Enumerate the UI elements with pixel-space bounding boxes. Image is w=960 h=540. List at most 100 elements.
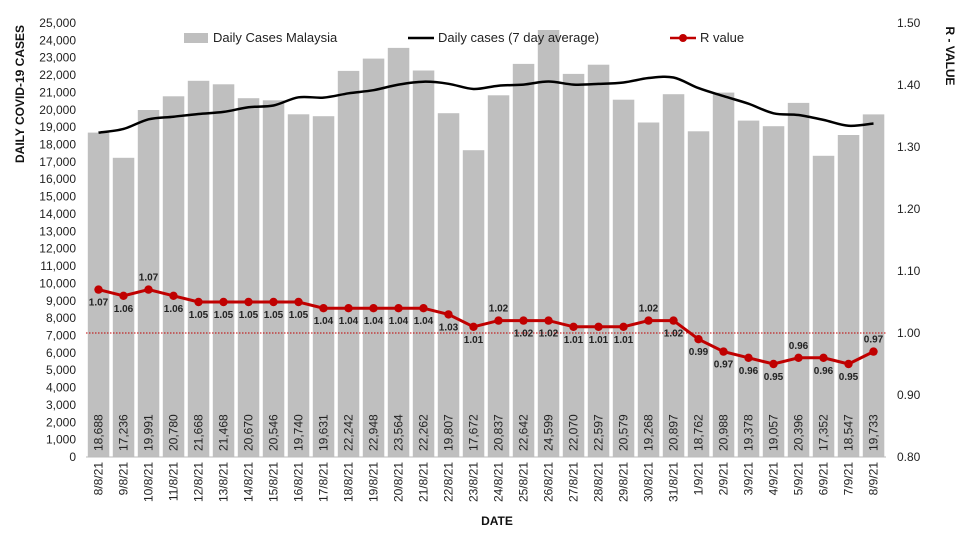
y-tick-label: 18,000	[39, 138, 76, 152]
bar-value-label: 21,668	[192, 414, 206, 451]
r-value-point	[494, 316, 503, 325]
y-tick-label: 21,000	[39, 85, 76, 99]
legend-swatch-bars	[184, 33, 208, 43]
bar-value-label: 20,988	[717, 414, 731, 451]
r-value-point	[144, 285, 153, 294]
bar-value-label: 20,670	[242, 414, 256, 451]
x-tick-label: 2/9/21	[717, 462, 731, 496]
bar-value-label: 22,242	[342, 414, 356, 451]
y2-axis-title: R - VALUE	[943, 26, 957, 85]
r-value-label: 0.97	[864, 335, 884, 346]
bar-value-label: 20,546	[267, 414, 281, 451]
r-value-label: 0.95	[839, 372, 859, 383]
bar	[162, 96, 185, 458]
bar	[337, 70, 360, 458]
r-value-point	[394, 304, 403, 313]
r-value-point	[844, 359, 853, 369]
r-value-point	[719, 347, 728, 356]
y-tick-label: 10,000	[39, 276, 76, 290]
r-value-label: 0.96	[739, 366, 759, 377]
bar-value-label: 22,262	[417, 414, 431, 451]
r-value-point	[619, 322, 628, 331]
bar-value-label: 17,672	[467, 414, 481, 451]
bar	[862, 114, 885, 458]
bar-value-label: 20,897	[667, 414, 681, 451]
x-tick-label: 10/8/21	[142, 462, 156, 502]
r-value-label: 1.04	[389, 316, 409, 327]
bar	[662, 94, 685, 457]
r-value-label: 1.05	[264, 310, 284, 321]
legend-label-bars: Daily Cases Malaysia	[213, 30, 338, 45]
r-value-point	[594, 322, 603, 331]
bar-value-label: 19,740	[292, 414, 306, 451]
x-tick-label: 24/8/21	[492, 462, 506, 502]
r-value-label: 0.95	[764, 372, 784, 383]
r-value-label: 1.07	[89, 298, 109, 309]
bar	[212, 84, 235, 458]
y-tick-label: 24,000	[39, 33, 76, 47]
x-tick-label: 31/8/21	[667, 462, 681, 502]
y-tick-label: 23,000	[39, 51, 76, 65]
y-tick-label: 7,000	[46, 329, 76, 343]
r-value-label: 1.06	[164, 304, 184, 315]
bar-value-label: 19,733	[867, 414, 881, 451]
bar-value-label: 22,948	[367, 414, 381, 451]
y-tick-label: 6,000	[46, 346, 76, 360]
r-value-label: 1.02	[539, 329, 559, 340]
x-tick-label: 3/9/21	[742, 462, 756, 496]
x-tick-label: 9/8/21	[117, 462, 131, 496]
y2-tick-label: 1.00	[897, 326, 921, 340]
x-tick-label: 8/9/21	[867, 462, 881, 496]
r-value-point	[294, 297, 303, 307]
bar-value-label: 18,688	[92, 414, 106, 451]
r-value-point	[744, 353, 753, 362]
x-tick-label: 25/8/21	[517, 462, 531, 502]
x-tick-label: 16/8/21	[292, 462, 306, 502]
bar-value-label: 18,762	[692, 414, 706, 451]
r-value-label: 1.01	[464, 335, 484, 346]
y-tick-label: 2,000	[46, 415, 76, 429]
r-value-point	[544, 316, 553, 325]
y-tick-label: 9,000	[46, 294, 76, 308]
bar-value-label: 19,991	[142, 414, 156, 451]
r-value-point	[419, 304, 428, 313]
bar-value-label: 20,780	[167, 414, 181, 451]
r-value-point	[194, 297, 203, 307]
r-value-label: 0.96	[814, 366, 834, 377]
x-tick-label: 30/8/21	[642, 462, 656, 502]
r-value-label: 1.05	[289, 310, 309, 321]
y2-tick-label: 0.80	[897, 450, 921, 464]
bar	[712, 92, 735, 457]
bar-value-label: 24,599	[542, 414, 556, 451]
bar	[537, 30, 560, 457]
r-value-point	[694, 335, 703, 344]
x-tick-label: 20/8/21	[392, 462, 406, 502]
legend-label-r: R value	[700, 30, 744, 45]
y-tick-label: 12,000	[39, 242, 76, 256]
x-tick-label: 23/8/21	[467, 462, 481, 502]
bar	[287, 114, 310, 458]
y-tick-label: 1,000	[46, 433, 76, 447]
x-tick-label: 7/9/21	[842, 462, 856, 496]
r-value-label: 1.02	[489, 304, 509, 315]
r-value-point	[169, 291, 178, 300]
r-value-point	[794, 353, 803, 362]
bar-value-label: 17,236	[117, 414, 131, 451]
y-tick-label: 5,000	[46, 363, 76, 377]
r-value-label: 1.07	[139, 273, 159, 284]
r-value-label: 1.04	[314, 316, 334, 327]
y-tick-label: 16,000	[39, 172, 76, 186]
r-value-point	[769, 359, 778, 369]
y-tick-label: 11,000	[40, 259, 76, 273]
x-tick-label: 5/9/21	[792, 462, 806, 496]
y-tick-label: 15,000	[39, 190, 76, 204]
x-tick-label: 14/8/21	[242, 462, 256, 502]
r-value-point	[319, 304, 328, 313]
r-value-label: 1.04	[339, 316, 359, 327]
x-tick-label: 8/8/21	[92, 462, 106, 496]
r-value-label: 1.02	[514, 329, 534, 340]
x-tick-label: 17/8/21	[317, 462, 331, 502]
bar	[362, 58, 385, 457]
y-tick-label: 22,000	[39, 68, 76, 82]
